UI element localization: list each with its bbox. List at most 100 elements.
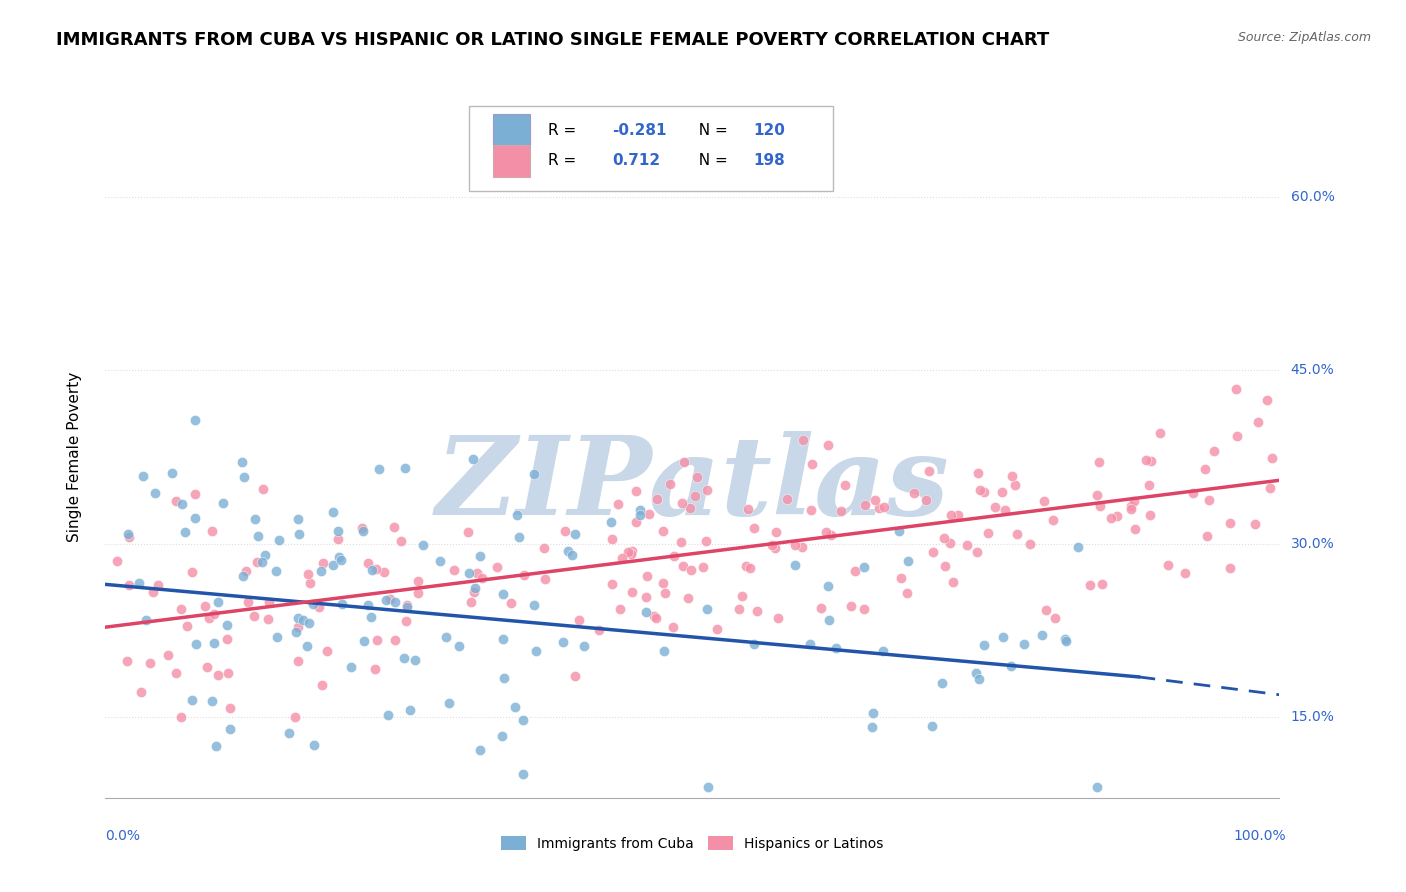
Point — [486, 559, 509, 574]
Point — [443, 563, 465, 577]
Point — [1219, 516, 1241, 531]
Point — [207, 668, 229, 682]
Point — [357, 599, 380, 613]
Point — [298, 616, 321, 631]
Point — [236, 595, 259, 609]
Point — [939, 536, 962, 550]
Point — [373, 565, 395, 579]
Text: 0.0%: 0.0% — [105, 830, 141, 843]
Point — [533, 572, 555, 586]
Point — [194, 599, 217, 614]
Point — [607, 497, 630, 511]
Point — [862, 706, 884, 720]
Point — [626, 515, 648, 529]
Text: R =: R = — [548, 123, 581, 137]
Point — [738, 561, 761, 575]
Point — [966, 545, 988, 559]
Point — [1123, 522, 1146, 536]
Text: 120: 120 — [754, 123, 786, 137]
Point — [624, 483, 647, 498]
Point — [429, 553, 451, 567]
Point — [250, 555, 273, 569]
Point — [366, 633, 388, 648]
Point — [692, 559, 714, 574]
Point — [254, 548, 277, 562]
Point — [183, 486, 205, 500]
Point — [202, 636, 225, 650]
Point — [360, 610, 382, 624]
Point — [946, 508, 969, 522]
Point — [1053, 632, 1076, 647]
Point — [551, 634, 574, 648]
Point — [491, 729, 513, 743]
Point — [322, 558, 344, 573]
Point — [890, 571, 912, 585]
Point — [1085, 780, 1108, 794]
Point — [309, 564, 332, 578]
Point — [792, 433, 814, 447]
Point — [790, 541, 813, 555]
Point — [872, 644, 894, 658]
Point — [817, 578, 839, 592]
Point — [942, 575, 965, 590]
Point — [564, 669, 586, 683]
Point — [328, 549, 350, 564]
Point — [1107, 509, 1129, 524]
Point — [233, 470, 256, 484]
Point — [135, 613, 157, 627]
Point — [799, 637, 821, 651]
Point — [967, 672, 990, 686]
Point — [1202, 443, 1225, 458]
Point — [157, 648, 180, 663]
Point — [1091, 577, 1114, 591]
Point — [742, 637, 765, 651]
Point — [340, 660, 363, 674]
Point — [184, 637, 207, 651]
Point — [965, 666, 987, 681]
Point — [463, 584, 485, 599]
Point — [727, 602, 749, 616]
Point — [1004, 477, 1026, 491]
Point — [205, 739, 228, 754]
Point — [620, 547, 643, 561]
Point — [328, 532, 350, 546]
Point — [1042, 513, 1064, 527]
Point — [499, 596, 522, 610]
Point — [257, 595, 280, 609]
Point — [322, 505, 344, 519]
Point — [508, 530, 530, 544]
Point — [1054, 633, 1077, 648]
Point — [396, 599, 419, 613]
Point — [818, 614, 841, 628]
Point — [215, 632, 238, 647]
FancyBboxPatch shape — [470, 106, 834, 191]
Point — [492, 586, 515, 600]
Point — [1088, 455, 1111, 469]
Text: 198: 198 — [754, 153, 786, 169]
Point — [1261, 450, 1284, 465]
Point — [939, 508, 962, 523]
Point — [312, 556, 335, 570]
Point — [174, 524, 197, 539]
Point — [1001, 469, 1024, 483]
Point — [231, 455, 253, 469]
Point — [844, 564, 866, 578]
Point — [761, 538, 783, 552]
Point — [202, 607, 225, 621]
Point — [378, 591, 401, 606]
Point — [932, 531, 955, 545]
Point — [412, 538, 434, 552]
Text: N =: N = — [689, 123, 733, 137]
Point — [658, 477, 681, 491]
Point — [651, 524, 673, 538]
Point — [1195, 529, 1218, 543]
Point — [492, 632, 515, 646]
Point — [146, 577, 169, 591]
Point — [394, 651, 416, 665]
Point — [1035, 603, 1057, 617]
Point — [973, 638, 995, 652]
Point — [284, 624, 307, 639]
Point — [990, 484, 1012, 499]
Point — [853, 498, 876, 512]
Point — [662, 549, 685, 564]
